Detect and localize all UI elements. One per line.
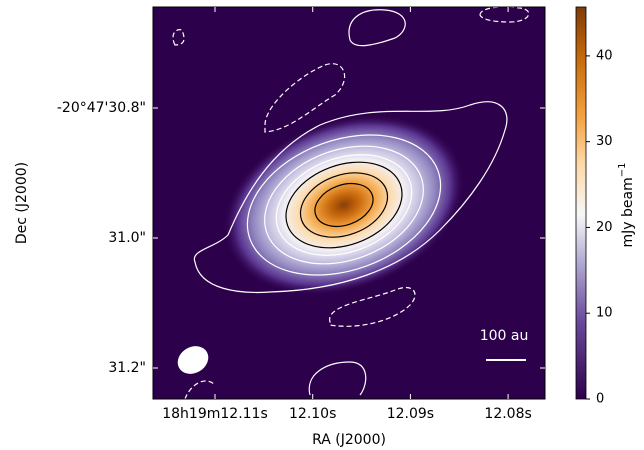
colorbar-tick-label: 20: [596, 220, 613, 235]
x-tick-label: 12.09s: [387, 406, 434, 422]
colorbar-tick-label: 10: [596, 306, 613, 321]
x-tick-label: 18h19m12.11s: [162, 406, 268, 422]
colorbar-label: mJy beam−1: [617, 163, 636, 248]
y-tick-label: 31.0": [108, 230, 146, 246]
x-tick-label: 12.10s: [289, 406, 336, 422]
x-tick-label: 12.08s: [484, 406, 531, 422]
y-tick-label: 31.2": [108, 360, 146, 376]
colorbar-tick-label: 0: [596, 392, 604, 407]
colorbar-label-unit: mJy beam: [620, 177, 636, 247]
y-axis-label: Dec (J2000): [14, 162, 30, 244]
chart: 100 au RA (J2000) Dec (J2000) mJy beam−1…: [0, 0, 644, 450]
x-axis-label: RA (J2000): [312, 432, 386, 448]
colorbar-tick-label: 30: [596, 134, 613, 149]
colorbar: [576, 7, 586, 399]
colorbar-label-exponent: −1: [617, 163, 628, 178]
y-tick-label: -20°47'30.8": [57, 100, 146, 116]
colorbar-tick-label: 40: [596, 48, 613, 63]
scalebar-label: 100 au: [480, 328, 529, 344]
